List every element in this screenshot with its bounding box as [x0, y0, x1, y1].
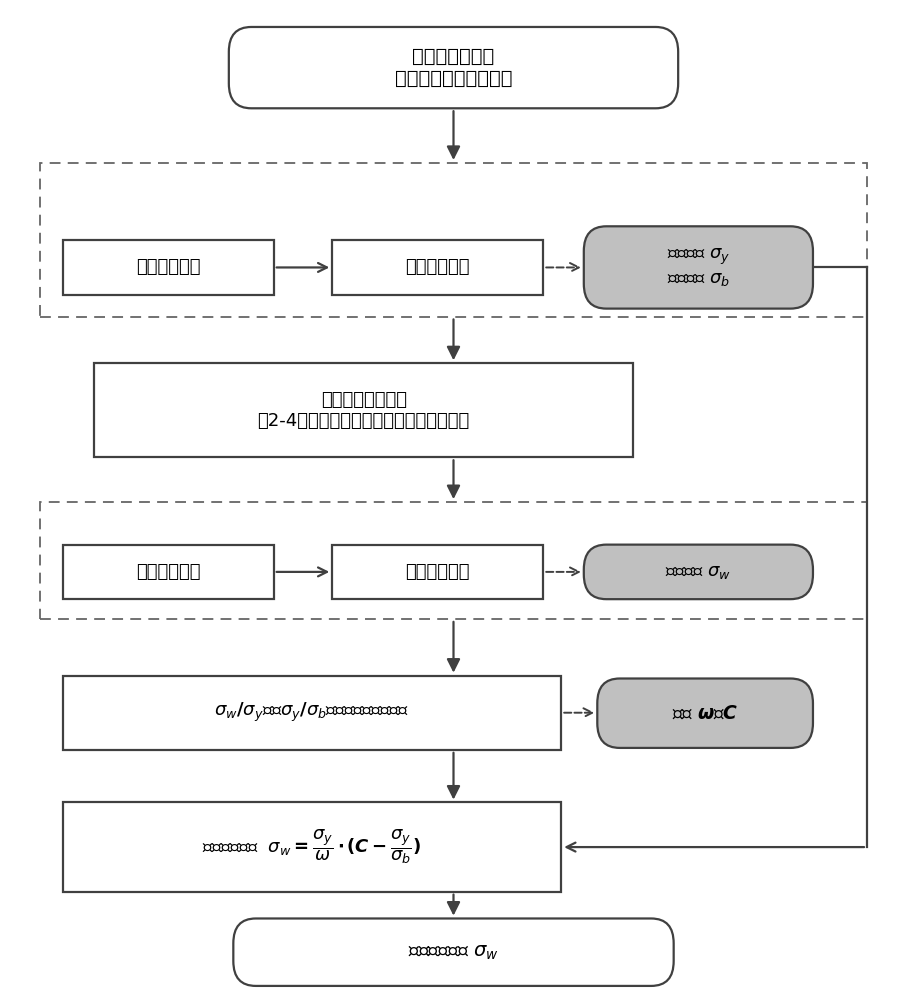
Text: 拉伸性能检测: 拉伸性能检测: [405, 258, 470, 276]
FancyBboxPatch shape: [63, 545, 274, 599]
Text: 参数 $\boldsymbol{\omega}$、$\boldsymbol{C}$: 参数 $\boldsymbol{\omega}$、$\boldsymbol{C}…: [672, 704, 738, 723]
FancyBboxPatch shape: [63, 802, 561, 892]
Bar: [40, 163, 867, 317]
Text: 待预测金属材料
（同一系列多种状态）: 待预测金属材料 （同一系列多种状态）: [395, 47, 512, 88]
Text: 屈服强度 $\boldsymbol{\sigma_y}$
抗拉强度 $\boldsymbol{\sigma_b}$: 屈服强度 $\boldsymbol{\sigma_y}$ 抗拉强度 $\bold…: [667, 246, 730, 288]
FancyBboxPatch shape: [584, 545, 813, 599]
Text: 疲劳测试材料选择
（2-4种，选择拉伸性能差别较大的状态）: 疲劳测试材料选择 （2-4种，选择拉伸性能差别较大的状态）: [258, 391, 470, 430]
FancyBboxPatch shape: [63, 676, 561, 750]
FancyBboxPatch shape: [598, 678, 813, 748]
FancyBboxPatch shape: [332, 240, 543, 295]
Text: 疲劳强度 $\boldsymbol{\sigma_w}$: 疲劳强度 $\boldsymbol{\sigma_w}$: [666, 563, 731, 581]
Text: 拉伸样品制备: 拉伸样品制备: [136, 258, 200, 276]
FancyBboxPatch shape: [229, 27, 678, 108]
FancyBboxPatch shape: [233, 918, 674, 986]
Text: 材料疲劳强度 $\boldsymbol{\sigma_w}$: 材料疲劳强度 $\boldsymbol{\sigma_w}$: [408, 943, 499, 962]
Text: 疲劳性能检测: 疲劳性能检测: [405, 563, 470, 581]
Bar: [40, 502, 867, 619]
FancyBboxPatch shape: [584, 226, 813, 309]
Text: $\boldsymbol{\sigma_w/\sigma_y}$－－$\boldsymbol{\sigma_y/\sigma_b}$坐标系下的线性拟合: $\boldsymbol{\sigma_w/\sigma_y}$－－$\bold…: [214, 701, 410, 724]
Text: 疲劳样品制备: 疲劳样品制备: [136, 563, 200, 581]
FancyBboxPatch shape: [63, 240, 274, 295]
FancyBboxPatch shape: [94, 363, 633, 457]
FancyBboxPatch shape: [332, 545, 543, 599]
Text: 疲劳强度预测  $\boldsymbol{\sigma_w=\dfrac{\sigma_y}{\omega}\cdot(C-\dfrac{\sigma_y}{\: 疲劳强度预测 $\boldsymbol{\sigma_w=\dfrac{\sig…: [202, 828, 422, 866]
